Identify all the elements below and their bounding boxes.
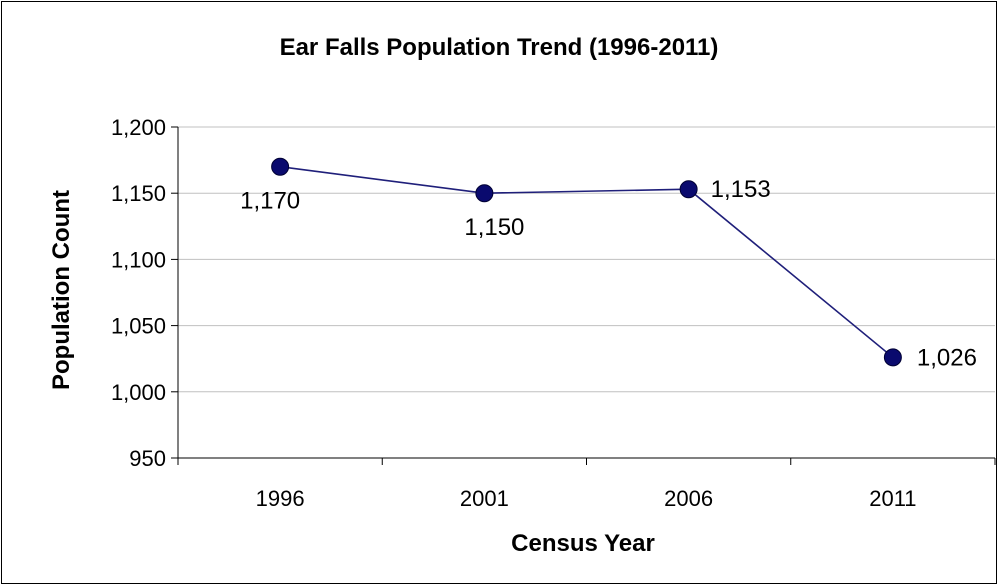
series-line — [280, 165, 894, 358]
x-tick-label: 2011 — [869, 486, 916, 511]
y-tick-label: 1,000 — [111, 380, 166, 405]
y-tick-label: 950 — [129, 446, 166, 471]
gridlines — [178, 126, 995, 393]
data-labels: 1,170 1,150 1,153 1,026 — [240, 176, 977, 371]
data-label: 1,026 — [917, 344, 977, 371]
series — [271, 157, 902, 367]
x-axis-title: Census Year — [511, 530, 655, 557]
y-tick-label: 1,150 — [111, 181, 166, 206]
x-tick-label: 2001 — [460, 486, 509, 511]
tick-labels: 950 1,000 1,050 1,100 1,150 1,200 1996 2001 2006… — [111, 115, 917, 511]
axes — [171, 126, 996, 465]
data-point — [679, 180, 698, 199]
data-point — [271, 157, 290, 176]
data-label: 1,153 — [711, 176, 771, 203]
data-label: 1,150 — [464, 214, 524, 241]
y-tick-label: 1,200 — [111, 115, 166, 140]
data-label: 1,170 — [240, 188, 300, 215]
data-point — [475, 184, 494, 203]
x-tick-label: 2006 — [664, 486, 713, 511]
data-point — [883, 348, 902, 367]
y-tick-label: 1,100 — [111, 247, 166, 272]
chart-title: Ear Falls Population Trend (1996-2011) — [279, 34, 719, 61]
y-tick-label: 1,050 — [111, 314, 166, 339]
x-tick-label: 1996 — [256, 486, 305, 511]
